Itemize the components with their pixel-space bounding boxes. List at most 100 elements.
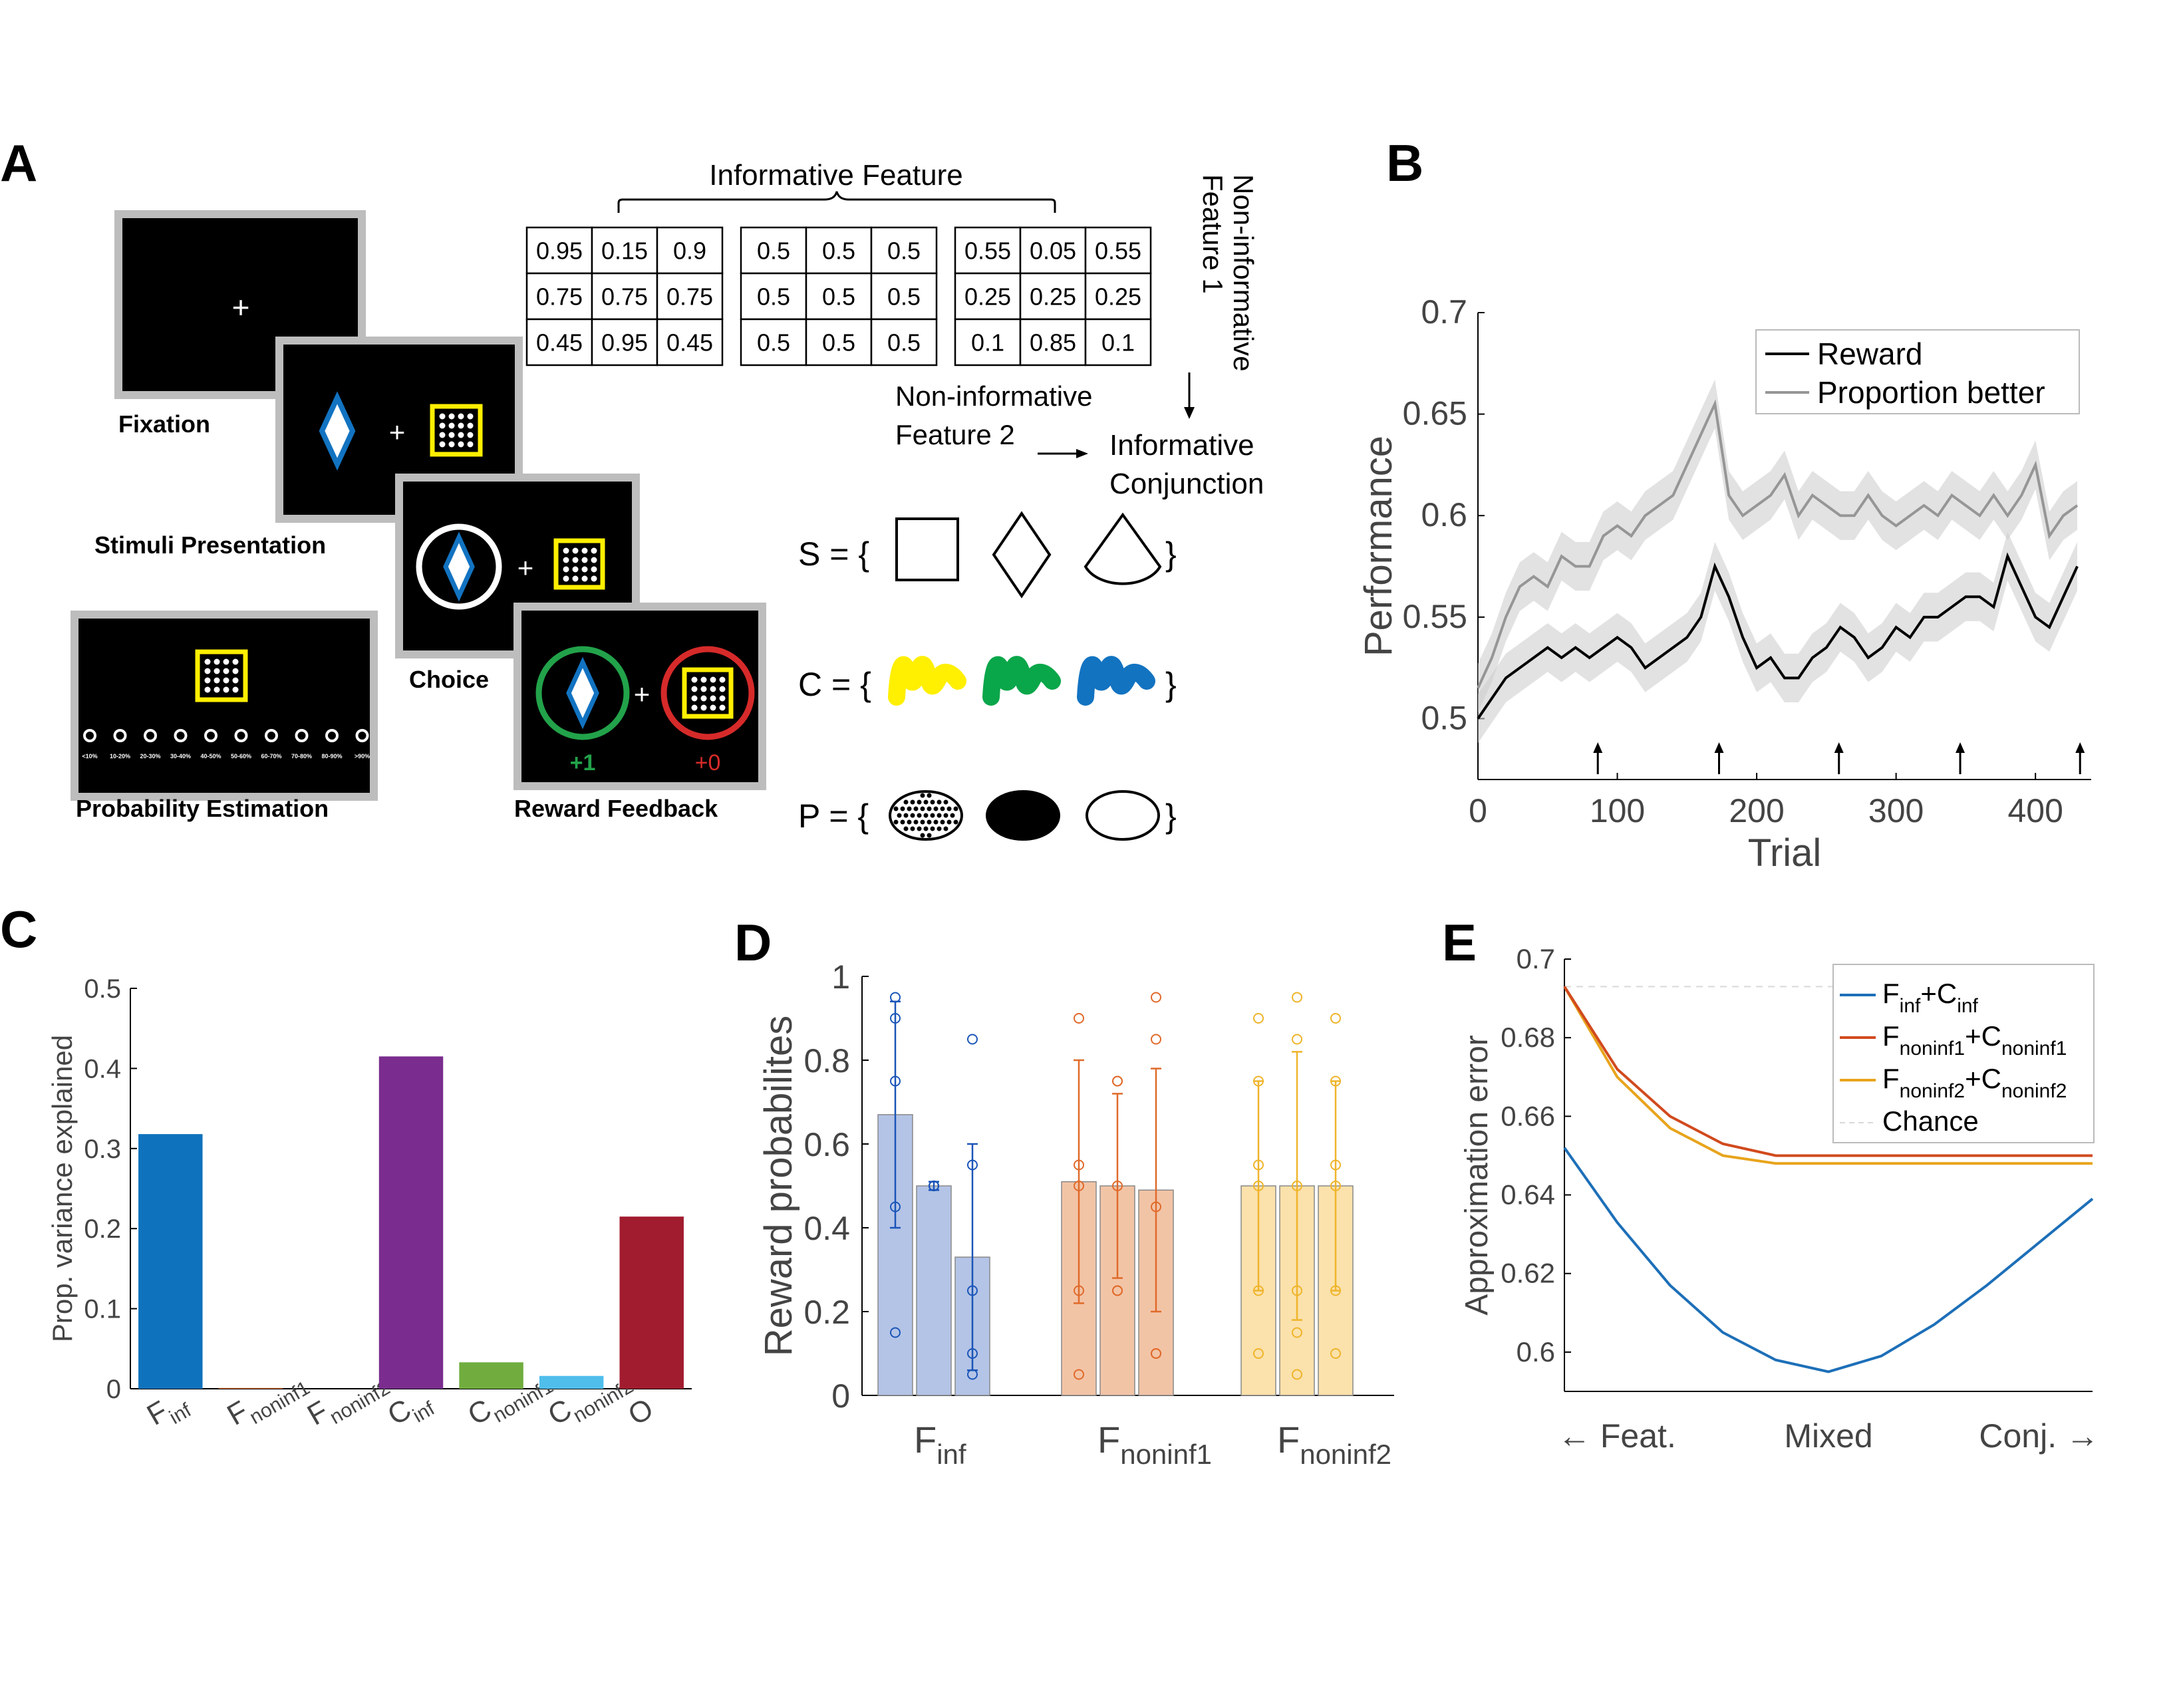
y-axis-label: Approximation error <box>1459 1035 1495 1316</box>
series-line-0 <box>1563 1147 2094 1373</box>
dot <box>719 676 726 683</box>
table-cell-value: 0.95 <box>536 237 583 265</box>
dot <box>710 676 716 683</box>
dot <box>572 566 579 573</box>
dot <box>214 668 220 674</box>
data-point <box>1330 1159 1341 1171</box>
pattern-dot <box>923 813 929 818</box>
svg-text:Feature 1: Feature 1 <box>1197 174 1229 294</box>
table-cell-value: 0.5 <box>822 237 855 265</box>
table-cell <box>954 318 1022 366</box>
svg-text:P = {: P = { <box>798 797 869 835</box>
table-cell <box>740 318 807 366</box>
scale-option-5 <box>234 729 248 742</box>
legend-label-0: Finf+Cinf <box>1882 978 1979 1017</box>
table-cell <box>805 272 873 321</box>
x-tick-label-1: Fnoninf1 <box>1097 1419 1212 1470</box>
data-point <box>1330 1285 1341 1296</box>
dot <box>448 422 455 429</box>
dot <box>439 441 446 448</box>
pattern-dot <box>917 799 922 805</box>
table-cell-value: 0.5 <box>822 329 855 356</box>
label-choice: Choice <box>409 666 489 693</box>
svg-text:Informative: Informative <box>1109 429 1254 462</box>
y-axis-label: Performance <box>1357 436 1400 656</box>
table-cell-value: 0.15 <box>601 237 648 265</box>
y-tick-label: 0.7 <box>1421 293 1467 331</box>
data-point <box>1074 1013 1084 1024</box>
table-cell-value: 0.25 <box>964 283 1011 311</box>
dot <box>563 547 569 554</box>
pattern-dot <box>927 793 932 798</box>
pattern-dot <box>940 819 945 825</box>
panel-letter-c: C <box>0 900 37 958</box>
legend-label-2: Fnoninf2+Cnoninf2 <box>1882 1063 2067 1102</box>
dot <box>204 668 211 674</box>
reward-plus-one: +1 <box>570 750 596 776</box>
dot <box>719 695 726 702</box>
y-tick-label: 0.64 <box>1501 1179 1555 1210</box>
block-arrowhead-2 <box>1834 742 1844 753</box>
x-label-conj: Conj. → <box>1979 1417 2099 1455</box>
pattern-dot <box>946 819 952 825</box>
pattern-dot <box>927 806 932 811</box>
x-tick-label: 300 <box>1868 792 1924 829</box>
table-2: 0.5 0.5 0.5 0.5 0.5 0.5 0.5 0.5 0.5 <box>740 226 938 366</box>
green-color-icon <box>982 656 1061 706</box>
pattern-dot <box>910 813 915 818</box>
x-tick-label-0: Finf <box>142 1384 196 1438</box>
y-tick-label: 0.5 <box>1421 699 1467 736</box>
legend-box <box>1755 329 2080 414</box>
y-tick-label: 0.68 <box>1501 1022 1555 1053</box>
pattern-dot <box>920 833 925 838</box>
block-arrowhead-4 <box>2075 742 2085 753</box>
fixation-cross-4: + <box>634 678 651 710</box>
dot <box>204 658 211 665</box>
pattern-dot <box>900 819 905 825</box>
dot <box>214 677 220 684</box>
set-colors: C = { } <box>798 656 1177 706</box>
diamond-chosen-icon <box>443 531 475 602</box>
dot <box>572 557 579 563</box>
data-point <box>1292 1369 1302 1380</box>
table-cell-value: 0.5 <box>757 283 790 311</box>
panel-letter-b: B <box>1386 134 1423 192</box>
panel-letter-d: D <box>734 913 772 972</box>
dot <box>563 575 569 582</box>
table-cell <box>870 226 938 275</box>
fixation-cross: + <box>232 290 250 325</box>
table-cell-value: 0.05 <box>1030 237 1076 265</box>
block-arrowhead-0 <box>1593 742 1603 753</box>
y-tick-label: 0.6 <box>803 1126 850 1163</box>
square-dots-estimate-icon <box>195 649 248 702</box>
data-point <box>1074 1285 1084 1296</box>
probability-scale[interactable]: <10% 10-20% 20-30% 30-40% 40-50% 50-60% 60-70%… <box>82 729 370 760</box>
data-point <box>890 1327 901 1338</box>
scale-option-8 <box>325 729 339 742</box>
data-point <box>1074 1369 1084 1380</box>
dot <box>467 432 474 438</box>
series-line-1 <box>1563 986 2093 1157</box>
band-0 <box>1478 531 2078 744</box>
dot <box>581 557 588 563</box>
data-point <box>1112 1181 1123 1191</box>
dot <box>572 547 579 554</box>
table-cell-value: 0.45 <box>666 329 713 356</box>
scale-option-7 <box>295 729 309 742</box>
dot <box>700 676 707 683</box>
table-cell-value: 0.75 <box>666 283 713 311</box>
y-axis-label: Reward probabilites <box>757 1016 800 1357</box>
pattern-dot <box>930 813 935 818</box>
y-tick-label: 0.55 <box>1403 598 1467 635</box>
pattern-dot <box>907 819 912 825</box>
data-point <box>1112 1285 1123 1296</box>
pattern-dot <box>933 819 939 825</box>
dot <box>563 557 569 563</box>
table-cell <box>870 318 938 366</box>
pattern-dot <box>923 799 929 805</box>
table-cell <box>525 226 593 275</box>
table-1: 0.95 0.15 0.9 0.75 0.75 0.75 0.45 0.95 0.45 <box>525 226 724 366</box>
dot <box>710 686 716 692</box>
dot <box>232 677 239 684</box>
pattern-dot <box>897 813 902 818</box>
